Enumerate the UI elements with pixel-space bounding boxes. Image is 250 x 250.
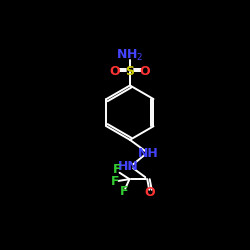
Text: F: F	[111, 175, 119, 188]
Text: F: F	[120, 186, 128, 198]
Text: S: S	[126, 64, 134, 78]
Text: NH: NH	[138, 147, 159, 160]
Text: NH$_2$: NH$_2$	[116, 48, 143, 63]
Text: F: F	[113, 163, 121, 176]
Text: O: O	[140, 64, 150, 78]
Text: O: O	[110, 64, 120, 78]
Text: HN: HN	[118, 160, 139, 173]
Text: O: O	[144, 186, 154, 199]
